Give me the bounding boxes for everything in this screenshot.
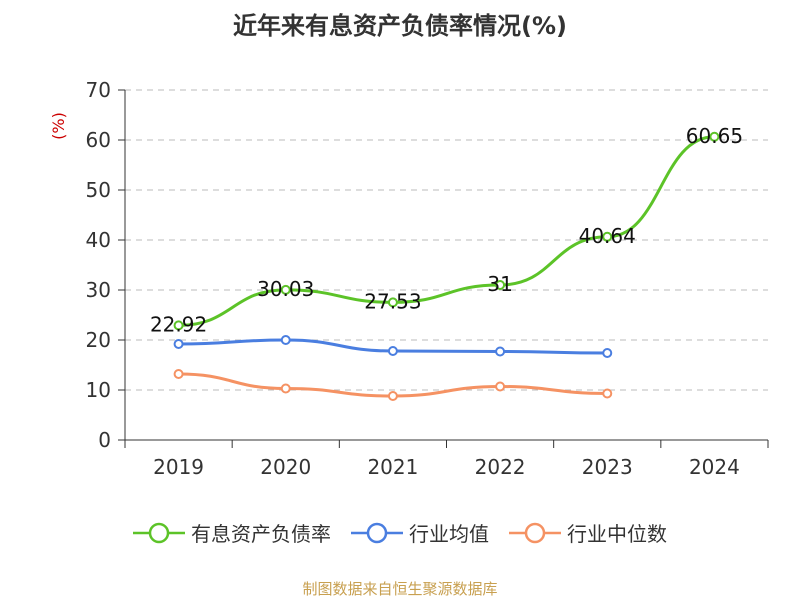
data-point[interactable] [495, 381, 506, 392]
legend-label: 有息资产负债率 [191, 522, 331, 546]
y-tick-label: 30 [86, 278, 111, 302]
data-label: 27.53 [364, 289, 421, 313]
series-line [178, 135, 715, 327]
data-point[interactable] [173, 369, 184, 379]
data-point[interactable] [280, 383, 291, 394]
data-label: 40.64 [579, 224, 636, 248]
legend-label: 行业中位数 [567, 522, 667, 546]
x-tick-label: 2024 [689, 455, 740, 479]
x-tick-label: 2019 [153, 455, 204, 479]
legend-label: 行业均值 [409, 522, 489, 546]
data-point[interactable] [280, 284, 291, 295]
legend-item[interactable]: 有息资产负债率 [133, 518, 331, 547]
data-point[interactable] [387, 297, 398, 308]
data-point[interactable] [602, 231, 613, 242]
data-point[interactable] [387, 346, 398, 356]
x-tick-label: 2022 [475, 455, 526, 479]
y-tick-label: 70 [86, 78, 111, 102]
chart-legend: 有息资产负债率 行业均值 行业中位数 [0, 518, 800, 547]
data-source-footer: 制图数据来自恒生聚源数据库 [302, 580, 498, 598]
data-point[interactable] [173, 320, 184, 331]
y-tick-label: 50 [86, 178, 111, 202]
x-tick-label: 2021 [367, 455, 418, 479]
data-point[interactable] [602, 348, 613, 358]
legend-line-marker-icon [509, 522, 561, 543]
chart-title: 近年来有息资产负债率情况(%) [233, 12, 567, 40]
legend-item[interactable]: 行业中位数 [509, 518, 667, 547]
x-tick-label: 2023 [582, 455, 633, 479]
x-tick-label: 2020 [260, 455, 311, 479]
data-point[interactable] [709, 131, 720, 142]
legend-line-marker-icon [133, 522, 185, 543]
legend-item[interactable]: 行业均值 [351, 518, 489, 547]
data-point[interactable] [280, 335, 291, 345]
y-axis-unit-label: (%) [49, 112, 68, 140]
legend-line-marker-icon [351, 522, 403, 543]
data-label: 30.03 [257, 277, 314, 301]
data-point[interactable] [602, 388, 613, 399]
data-point[interactable] [173, 339, 184, 349]
data-point[interactable] [495, 346, 506, 357]
y-tick-label: 60 [86, 128, 111, 152]
y-tick-label: 10 [86, 378, 111, 402]
data-label: 60.65 [686, 124, 743, 148]
y-tick-label: 20 [86, 328, 111, 352]
data-point[interactable] [387, 391, 398, 401]
data-point[interactable] [495, 280, 506, 290]
y-tick-label: 0 [98, 428, 111, 452]
data-label: 31 [487, 272, 512, 296]
data-label: 22.92 [150, 312, 207, 336]
y-tick-label: 40 [86, 228, 111, 252]
